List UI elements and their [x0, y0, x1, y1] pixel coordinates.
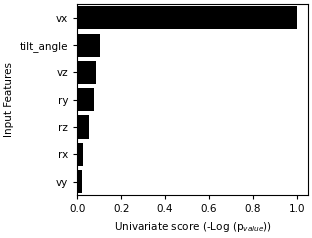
Bar [77, 115, 89, 139]
Bar [77, 6, 297, 30]
Bar [77, 170, 82, 193]
Y-axis label: Input Features: Input Features [4, 62, 14, 137]
Bar [77, 143, 83, 166]
Bar [77, 88, 94, 111]
Bar [77, 34, 100, 57]
X-axis label: Univariate score (-Log (p$_{\mathit{value}}$)): Univariate score (-Log (p$_{\mathit{valu… [114, 220, 271, 234]
Bar [77, 61, 96, 84]
